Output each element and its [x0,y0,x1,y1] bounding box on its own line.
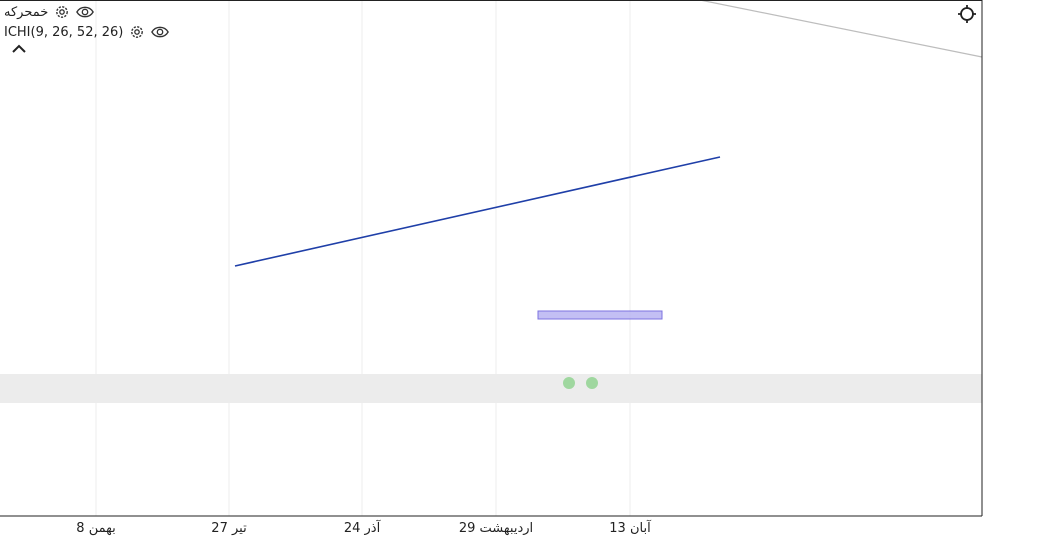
x-tick-label: 29 اردیبهشت [459,521,533,536]
legend-indicator-row: ICHI(9, 26, 52, 26) [4,23,170,41]
trendline [234,156,721,267]
diagonal-line [699,0,983,58]
swing-low-marker [563,377,575,389]
x-tick-label: 13 آبان [609,519,652,536]
crosshair-icon[interactable] [957,4,977,24]
x-tick-label: 8 بهمن [76,521,115,536]
gear-icon[interactable] [128,23,146,41]
gear-icon[interactable] [53,3,71,21]
legend-symbol-row: خمحرکه [4,3,95,21]
range-band [0,374,982,403]
support-zone [537,310,663,320]
symbol-name: خمحرکه [4,4,49,20]
eye-icon[interactable] [76,3,95,21]
swing-low-marker [586,377,598,389]
eye-icon[interactable] [151,23,170,41]
x-tick-label: 24 آذر [344,519,382,536]
x-tick-label: 27 تیر [211,521,247,536]
chevron-up-icon[interactable] [10,42,28,56]
indicator-name: ICHI(9, 26, 52, 26) [4,24,124,40]
